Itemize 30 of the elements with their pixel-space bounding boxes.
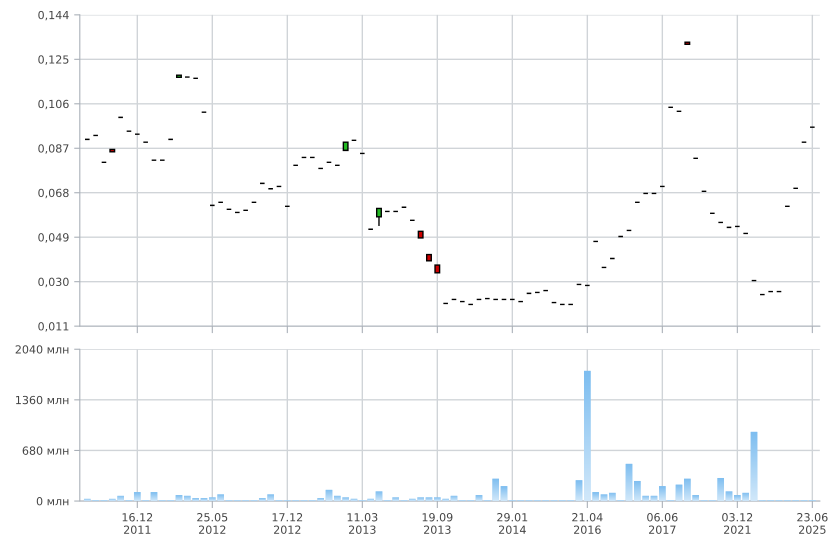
x-tick-label: 17.12 2012 xyxy=(272,513,302,534)
x-tick-label: 29.01 2014 xyxy=(497,513,528,534)
candlestick xyxy=(418,230,424,239)
candlestick xyxy=(426,254,432,262)
x-tick-label: 06.06 2017 xyxy=(647,513,678,534)
candlestick xyxy=(434,264,440,274)
y-tick-label: 680 млн xyxy=(22,446,68,455)
y-tick-label: 0,144 xyxy=(38,10,69,20)
candlestick xyxy=(109,148,116,152)
candlestick xyxy=(376,208,382,227)
y-tick-label: 0,049 xyxy=(38,233,69,243)
candlestick xyxy=(342,141,349,152)
candlestick xyxy=(684,42,690,46)
y-tick-label: 0,030 xyxy=(38,278,69,288)
x-tick-label: 23.06 2025 xyxy=(797,513,828,534)
y-tick-label: 0 млн xyxy=(36,497,68,506)
x-tick-label: 11.03 2013 xyxy=(348,513,378,534)
x-tick-label: 03.12 2021 xyxy=(722,513,752,534)
y-tick-label: 0,068 xyxy=(38,188,69,198)
y-tick-label: 0,106 xyxy=(38,100,69,110)
y-tick-label: 2040 млн xyxy=(16,345,68,354)
y-tick-label: 1360 млн xyxy=(16,396,68,404)
x-tick-label: 19.09 2013 xyxy=(422,513,452,534)
y-tick-label: 0,125 xyxy=(38,55,68,65)
x-tick-label: 25.05 2012 xyxy=(197,513,228,534)
y-tick-label: 0,087 xyxy=(38,144,68,154)
candlestick xyxy=(176,74,182,78)
x-tick-label: 16.12 2011 xyxy=(122,513,152,534)
y-tick-label: 0,011 xyxy=(38,322,68,332)
x-tick-label: 21.04 2016 xyxy=(572,513,603,534)
